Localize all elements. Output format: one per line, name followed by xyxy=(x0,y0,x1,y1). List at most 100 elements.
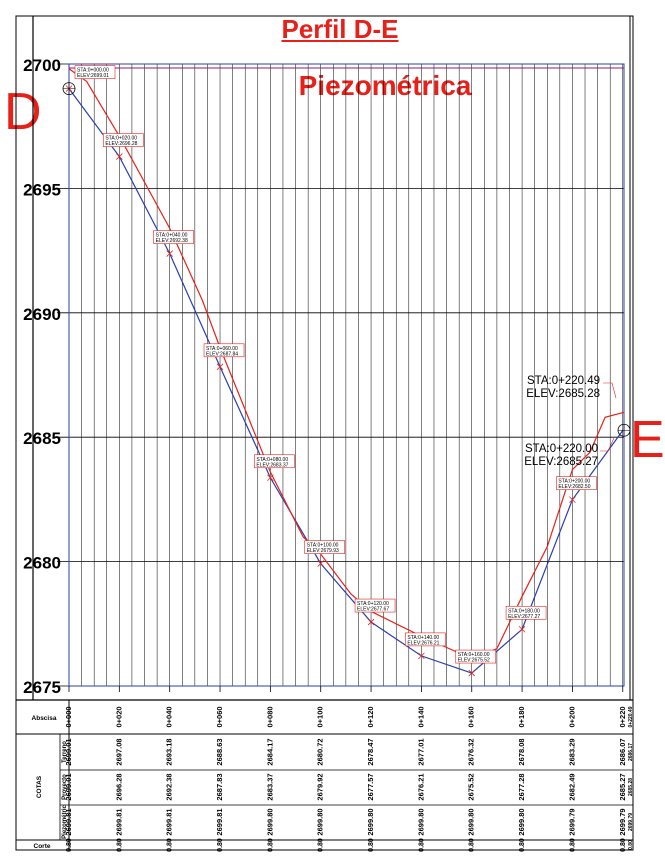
table-cell-piezometric: 2699.79 xyxy=(618,808,627,835)
table-cell-abscisa: 0+140 xyxy=(416,706,425,727)
table-cell-terreno: 2688.63 xyxy=(215,738,224,765)
station-label-box xyxy=(505,605,547,620)
table-cell-proyecto: 2677.28 xyxy=(517,773,526,800)
station-label-text: STA:0+000.00 xyxy=(77,68,109,74)
table-cell-terreno: 2693.18 xyxy=(165,738,174,765)
station-label-text: STA:0+200.00 xyxy=(558,479,590,485)
station-label-box xyxy=(153,230,194,244)
row-label-corte: Corte xyxy=(34,843,51,850)
end-annotation-text: ELEV:2685.28 xyxy=(526,388,600,400)
end-annotation-text: STA:0+220.00 xyxy=(525,443,598,455)
table-end-cell-terreno: 2686.17 xyxy=(628,743,634,761)
y-tick-label: 2690 xyxy=(23,305,61,324)
table-cell-piezometric: 2699.80 xyxy=(467,808,476,835)
station-marker xyxy=(569,496,576,503)
table-cell-piezometric: 2699.81 xyxy=(165,808,174,835)
table-cell-abscisa: 0+160 xyxy=(467,706,476,727)
table-cell-corte: 0.80 xyxy=(418,838,425,852)
table-cell-terreno: 2678.47 xyxy=(366,738,375,765)
table-cell-piezometric: 2699.79 xyxy=(567,808,576,835)
station-label-box xyxy=(304,540,346,554)
table-cell-terreno: 2684.17 xyxy=(265,738,274,765)
table-cell-corte: 0.80 xyxy=(569,838,576,852)
station-label-box xyxy=(556,476,597,490)
station-label-text: ELEV:2687.84 xyxy=(206,351,238,357)
table-cell-proyecto: 2679.92 xyxy=(316,773,325,800)
table-cell-corte: 0.80 xyxy=(620,838,627,852)
station-label-text: ELEV:2699.01 xyxy=(77,73,109,79)
station-label-text: ELEV:2683.37 xyxy=(256,462,288,468)
end-annotation-text: STA:0+220.49 xyxy=(527,375,600,387)
y-tick-label: 2685 xyxy=(23,429,61,448)
station-label-box xyxy=(455,649,497,664)
table-cell-piezometric: 2699.81 xyxy=(215,808,224,835)
end-point-label: E xyxy=(630,411,665,469)
station-label-box xyxy=(203,343,245,358)
table-cell-abscisa: 0+120 xyxy=(366,706,375,727)
table-cell-abscisa: 0+060 xyxy=(215,706,224,727)
table-cell-piezometric: 2699.80 xyxy=(366,808,375,835)
station-label-text: STA:0+100.00 xyxy=(307,543,339,549)
table-cell-proyecto: 2675.52 xyxy=(467,773,476,800)
table-cell-piezometric: 2699.80 xyxy=(265,808,274,835)
table-cell-corte: 0.80 xyxy=(318,838,325,852)
chart-title: Perfil D-E xyxy=(281,14,399,44)
station-label-text: ELEV:2677.27 xyxy=(508,614,540,620)
table-cell-proyecto: 2676.21 xyxy=(416,773,425,800)
table-cell-proyecto: 2682.49 xyxy=(567,773,576,800)
station-label-text: STA:0+180.00 xyxy=(508,608,540,614)
table-cell-piezometric: 2699.80 xyxy=(316,808,325,835)
station-label-box xyxy=(74,65,116,79)
table-cell-corte: 0.80 xyxy=(116,838,123,852)
table-cell-abscisa: 0+020 xyxy=(114,706,123,727)
table-cell-piezometric: 2699.81 xyxy=(64,808,73,835)
station-label-text: ELEV:2675.52 xyxy=(458,658,490,664)
station-marker xyxy=(518,625,526,633)
chart-subtitle: Piezométrica xyxy=(298,70,472,101)
end-annotation-text: ELEV:2685.27 xyxy=(524,456,598,468)
table-cell-corte: 0.80 xyxy=(519,838,526,852)
y-tick-label: 2700 xyxy=(23,56,61,75)
table-cell-terreno: 2697.08 xyxy=(114,738,123,765)
table-end-cell-abscisa: 0+220.49 xyxy=(628,706,634,727)
table-cell-abscisa: 0+040 xyxy=(165,706,174,727)
table-cell-proyecto: 2696.28 xyxy=(114,773,123,800)
station-label-box xyxy=(354,598,396,613)
table-cell-proyecto: 2699.01 xyxy=(64,773,73,800)
table-cell-terreno: 2683.29 xyxy=(567,738,576,765)
table-cell-corte: 0.80 xyxy=(167,838,174,852)
table-cell-terreno: 2680.72 xyxy=(316,738,325,765)
table-cell-proyecto: 2687.83 xyxy=(215,773,224,800)
table-cell-abscisa: 0+180 xyxy=(517,706,526,727)
station-marker xyxy=(116,153,123,160)
table-cell-terreno: 2678.08 xyxy=(517,738,526,765)
station-marker xyxy=(468,669,476,677)
station-marker xyxy=(317,560,324,567)
table-cell-proyecto: 2677.57 xyxy=(366,773,375,800)
station-label-box xyxy=(103,133,144,147)
table-cell-corte: 0.80 xyxy=(66,838,73,852)
table-cell-piezometric: 2699.80 xyxy=(416,808,425,835)
station-marker xyxy=(216,363,224,371)
table-cell-corte: 0.80 xyxy=(267,838,274,852)
station-label-box xyxy=(254,454,295,469)
row-label-proyecto: Proyecto xyxy=(62,774,68,800)
station-label-text: ELEV:2692.38 xyxy=(156,238,188,244)
table-end-cell-corte: 0.80 xyxy=(628,840,634,850)
table-cell-piezometric: 2699.81 xyxy=(114,808,123,835)
y-tick-label: 2675 xyxy=(23,678,61,697)
station-marker xyxy=(367,618,375,626)
station-marker xyxy=(418,652,425,660)
table-end-cell-piezometric: 2699.79 xyxy=(628,813,634,831)
y-tick-label: 2695 xyxy=(23,180,61,199)
